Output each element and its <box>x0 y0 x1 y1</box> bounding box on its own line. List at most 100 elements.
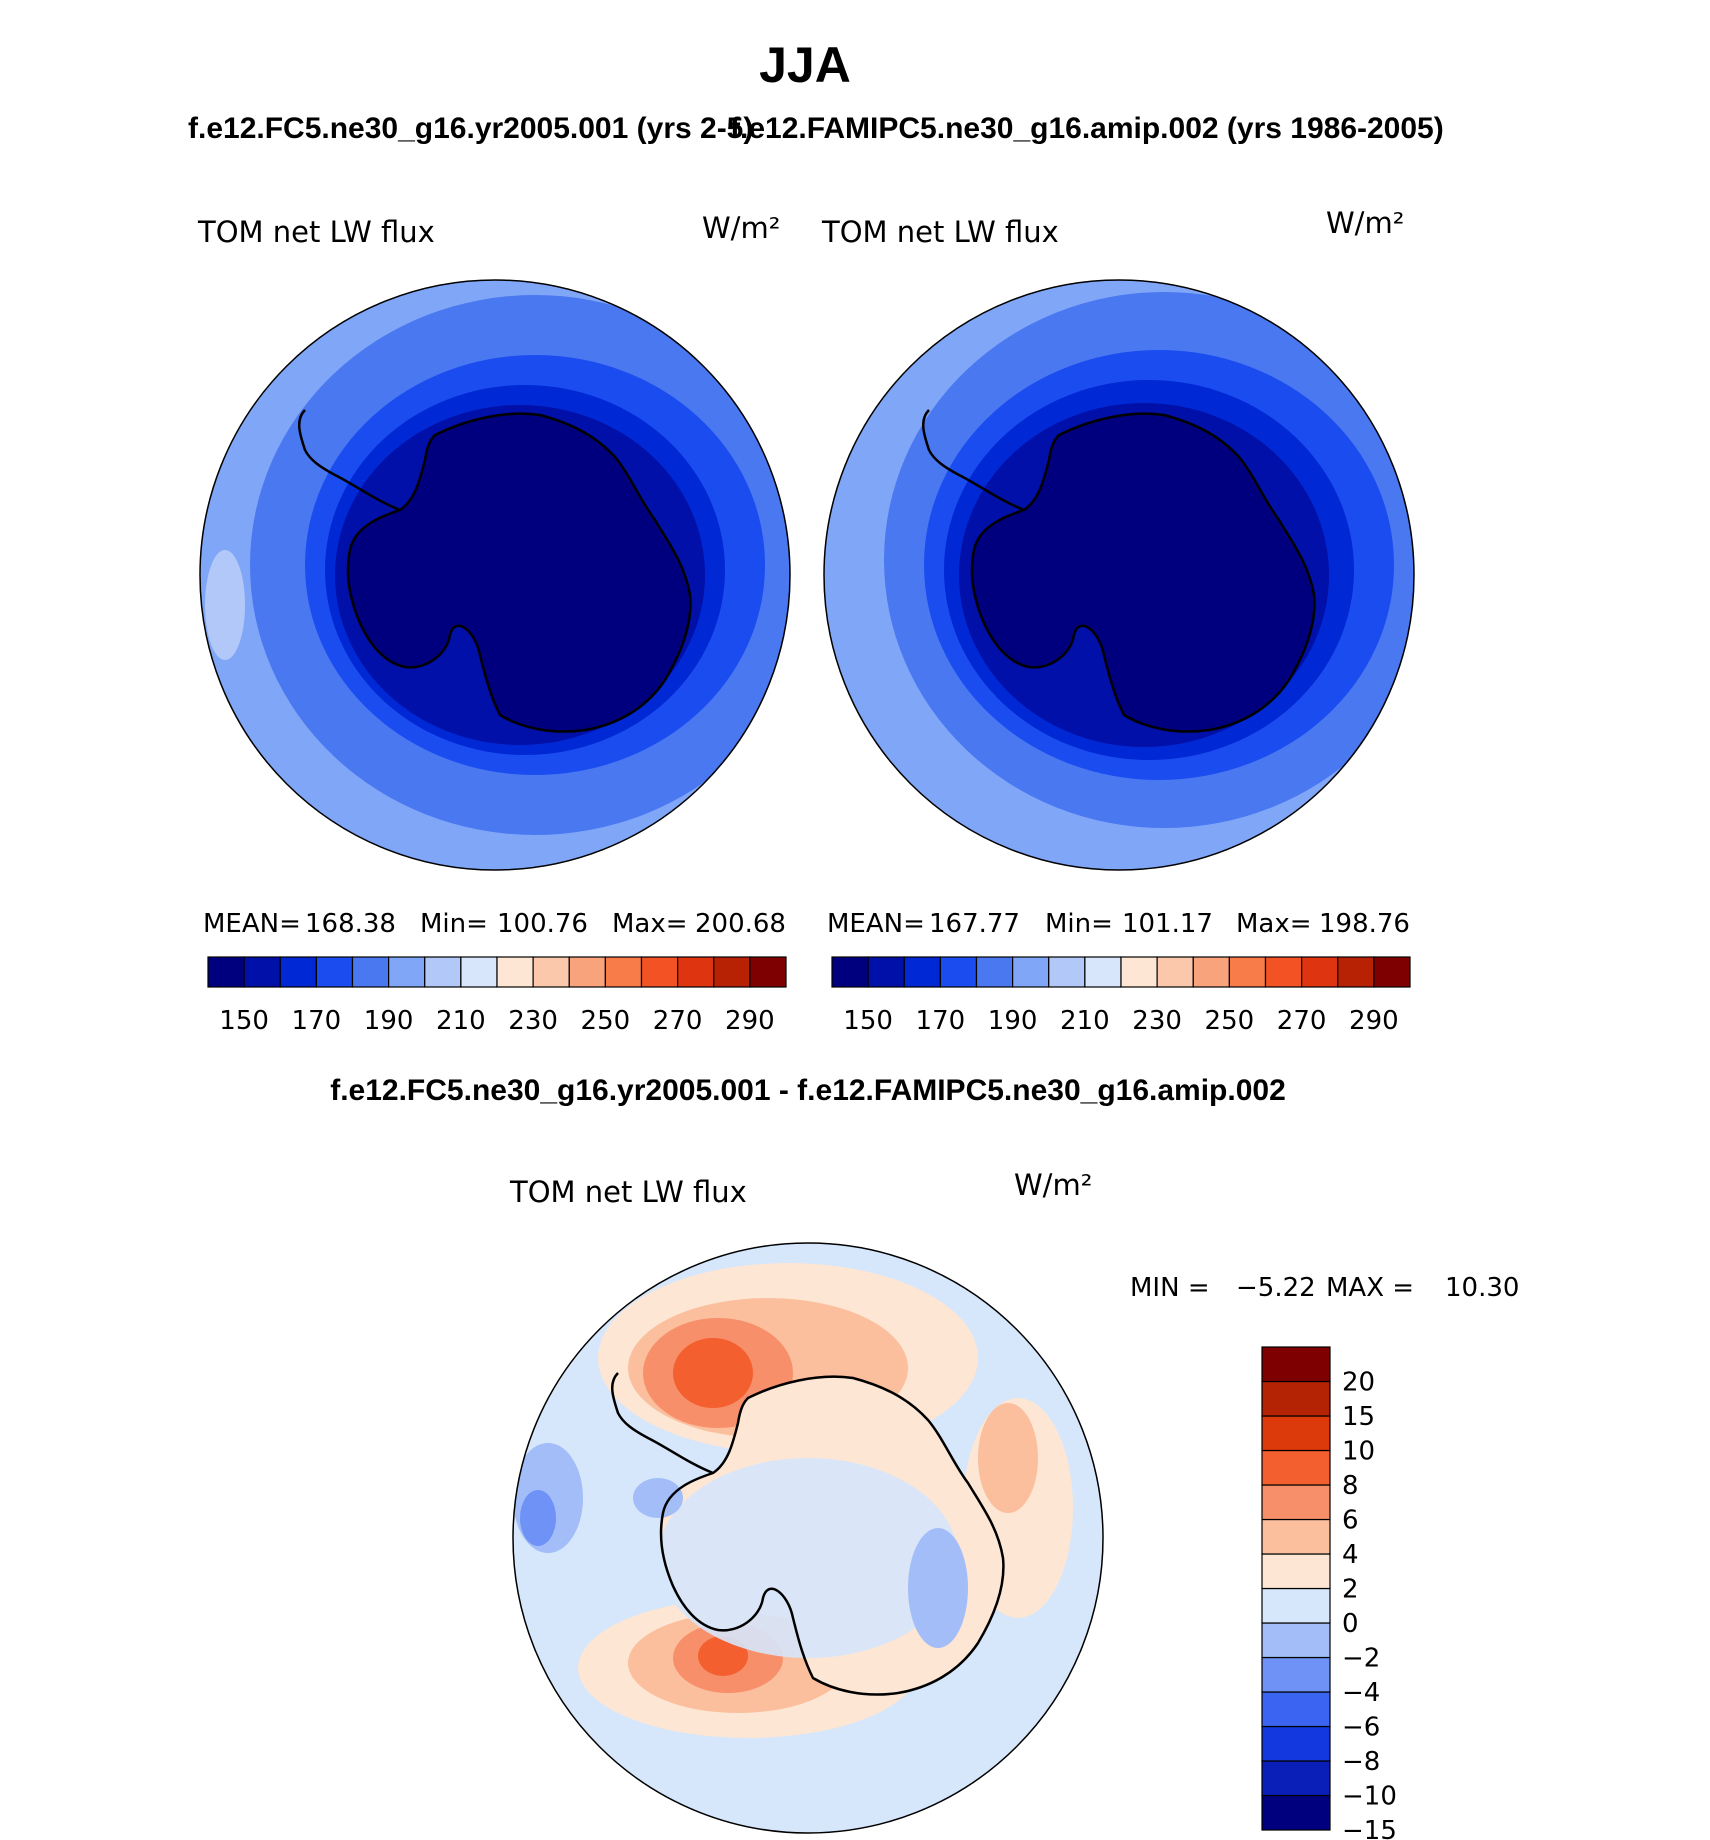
diff-colorbar-tick-label: −6 <box>1342 1713 1380 1743</box>
right-colorbar-tick-label: 290 <box>1349 1006 1399 1036</box>
diff-colorbar-tick-label: 0 <box>1342 1609 1359 1639</box>
right-colorbar-tick-label: 150 <box>843 1006 893 1036</box>
left-colorbar-swatch <box>568 956 606 988</box>
left-colorbar-swatch <box>315 956 354 988</box>
diff-colorbar-swatch <box>1261 1691 1331 1728</box>
right-map-panel: TOM net LW flux W/m² MEAN= 167.77 Min= 1… <box>821 206 1415 1036</box>
diff-units-label: W/m² <box>1014 1168 1092 1202</box>
right-colorbar <box>831 956 1411 988</box>
right-colorbar-swatch <box>1156 956 1194 988</box>
diff-colorbar-tick-label: 10 <box>1342 1437 1375 1467</box>
right-colorbar-swatch <box>1192 956 1230 988</box>
diff-colorbar-swatch <box>1261 1760 1331 1797</box>
right-colorbar-swatch <box>1337 956 1375 988</box>
left-colorbar-swatch <box>460 956 498 988</box>
diff-colorbar <box>1261 1346 1331 1831</box>
left-colorbar-tick-label: 290 <box>725 1006 775 1036</box>
diff-colorbar-swatch <box>1261 1794 1331 1831</box>
diff-colorbar-swatch <box>1261 1725 1331 1762</box>
right-colorbar-swatch <box>1120 956 1158 988</box>
diff-colorbar-tick-label: 4 <box>1342 1540 1359 1570</box>
right-units-label: W/m² <box>1326 206 1404 240</box>
diff-colorbar-tick-label: 6 <box>1342 1506 1359 1536</box>
left-colorbar-swatch <box>424 956 462 988</box>
left-colorbar-tick-label: 230 <box>508 1006 558 1036</box>
right-colorbar-tick-label: 270 <box>1277 1006 1327 1036</box>
diff-map-panel: TOM net LW flux W/m² <box>509 1168 1519 1840</box>
left-units-label: W/m² <box>702 211 780 245</box>
left-map-panel: TOM net LW flux W/m² MEAN= 168.38 Min= 1… <box>197 211 791 1036</box>
left-max-label: Max= <box>612 909 688 939</box>
left-max-value: 200.68 <box>695 909 786 939</box>
left-case-title: f.e12.FC5.ne30_g16.yr2005.001 (yrs 2-5) <box>188 112 753 145</box>
diff-colorbar-swatch <box>1261 1484 1331 1521</box>
right-stats: MEAN= 167.77 Min= 101.17 Max= 198.76 <box>827 909 1410 939</box>
left-colorbar-tick-label: 270 <box>653 1006 703 1036</box>
left-colorbar-swatch <box>532 956 570 988</box>
right-colorbar-swatch <box>1264 956 1303 988</box>
right-variable-label: TOM net LW flux <box>821 215 1059 249</box>
diff-colorbar-swatch <box>1261 1622 1331 1659</box>
left-colorbar-tick-label: 190 <box>364 1006 414 1036</box>
diff-max-label: MAX = <box>1326 1273 1414 1303</box>
right-colorbar-swatch <box>1012 956 1050 988</box>
diff-colorbar-tick-label: 8 <box>1342 1471 1359 1501</box>
right-colorbar-swatch <box>1373 956 1411 988</box>
left-polar-map <box>199 279 791 871</box>
right-colorbar-tick-label: 230 <box>1132 1006 1182 1036</box>
diff-min-label: MIN = <box>1130 1273 1210 1303</box>
diff-colorbar-tick-label: 2 <box>1342 1575 1359 1605</box>
left-colorbar-swatch <box>243 956 281 988</box>
right-colorbar-swatch <box>1048 956 1086 988</box>
diff-colorbar-swatch <box>1261 1415 1331 1452</box>
diff-variable-label: TOM net LW flux <box>509 1175 747 1209</box>
diff-colorbar-tick-label: −10 <box>1342 1782 1397 1812</box>
left-colorbar-tick-label: 150 <box>219 1006 269 1036</box>
diff-colorbar-swatch <box>1261 1656 1331 1693</box>
right-max-label: Max= <box>1236 909 1312 939</box>
right-colorbar-tick-label: 250 <box>1205 1006 1255 1036</box>
right-min-label: Min= <box>1045 909 1113 939</box>
left-colorbar-swatch <box>604 956 643 988</box>
right-polar-map <box>823 279 1415 871</box>
left-min-value: 100.76 <box>497 909 588 939</box>
left-colorbar-swatch <box>388 956 426 988</box>
left-min-label: Min= <box>420 909 488 939</box>
right-max-value: 198.76 <box>1319 909 1410 939</box>
left-colorbar-swatch <box>279 956 317 988</box>
right-case-title: f.e12.FAMIPC5.ne30_g16.amip.002 (yrs 198… <box>730 112 1444 145</box>
diff-colorbar-swatch <box>1261 1553 1331 1590</box>
diff-colorbar-swatch <box>1261 1587 1331 1624</box>
left-colorbar <box>207 956 787 988</box>
left-mean-label: MEAN= <box>203 909 301 939</box>
diff-stats: MIN = −5.22 MAX = 10.30 <box>1130 1273 1519 1303</box>
left-colorbar-tick-label: 170 <box>292 1006 342 1036</box>
left-colorbar-swatch <box>640 956 679 988</box>
right-colorbar-swatch <box>975 956 1014 988</box>
right-colorbar-swatch <box>1301 956 1339 988</box>
diff-colorbar-tick-label: −2 <box>1342 1644 1380 1674</box>
right-colorbar-tick-label: 210 <box>1060 1006 1110 1036</box>
diff-colorbar-swatch <box>1261 1346 1331 1383</box>
right-colorbar-tick-label: 170 <box>916 1006 966 1036</box>
left-colorbar-swatch <box>713 956 751 988</box>
right-colorbar-ticks: 150 170 190 210 230 250 270 290 <box>843 1006 1398 1036</box>
right-colorbar-swatch <box>939 956 978 988</box>
diff-max-value: 10.30 <box>1445 1273 1519 1303</box>
left-variable-label: TOM net LW flux <box>197 215 435 249</box>
right-colorbar-tick-label: 190 <box>988 1006 1038 1036</box>
left-colorbar-swatch <box>749 956 787 988</box>
right-min-value: 101.17 <box>1122 909 1213 939</box>
diff-case-title: f.e12.FC5.ne30_g16.yr2005.001 - f.e12.FA… <box>330 1074 1286 1107</box>
diff-polar-map <box>512 1242 1104 1834</box>
diff-colorbar-tick-label: 15 <box>1342 1402 1375 1432</box>
diff-min-value: −5.22 <box>1236 1273 1316 1303</box>
right-colorbar-swatch <box>1084 956 1122 988</box>
left-stats: MEAN= 168.38 Min= 100.76 Max= 200.68 <box>203 909 786 939</box>
left-colorbar-tick-label: 210 <box>436 1006 486 1036</box>
diff-colorbar-tick-label: −4 <box>1342 1678 1380 1708</box>
right-colorbar-swatch <box>867 956 905 988</box>
right-mean-value: 167.77 <box>929 909 1020 939</box>
